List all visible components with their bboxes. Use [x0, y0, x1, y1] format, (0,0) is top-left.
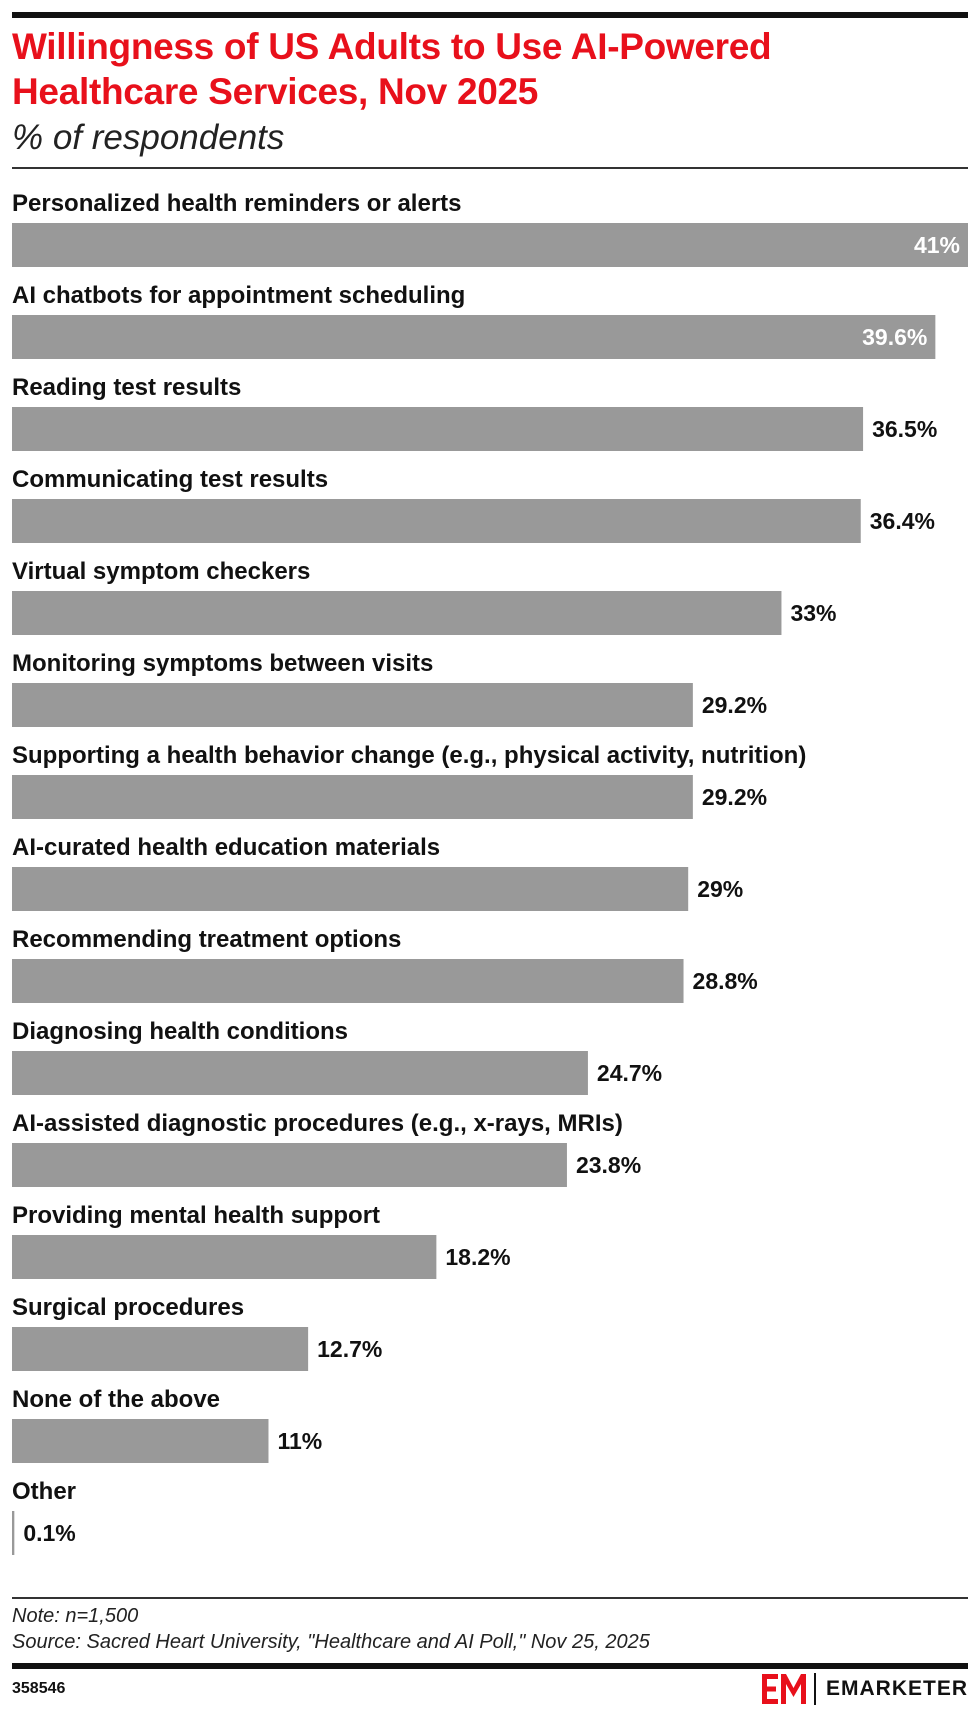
bar	[12, 591, 782, 635]
value-label: 18.2%	[445, 1244, 510, 1270]
value-label: 39.6%	[862, 324, 927, 350]
chart-note: Note: n=1,500	[12, 1605, 139, 1627]
bar	[12, 1511, 15, 1555]
chart-id: 358546	[12, 1680, 66, 1697]
value-label: 24.7%	[597, 1060, 662, 1086]
category-label: AI-assisted diagnostic procedures (e.g.,…	[12, 1110, 623, 1137]
bar	[12, 1327, 309, 1371]
value-label: 0.1%	[23, 1520, 75, 1546]
value-label: 29.2%	[702, 784, 767, 810]
category-label: Communicating test results	[12, 466, 328, 493]
bar	[12, 1143, 567, 1187]
bar	[12, 775, 693, 819]
category-label: Diagnosing health conditions	[12, 1018, 348, 1045]
brand-name: EMARKETER	[825, 1677, 968, 1700]
category-label: Monitoring symptoms between visits	[12, 650, 433, 677]
bar	[12, 407, 864, 451]
category-label: Personalized health reminders or alerts	[12, 190, 462, 217]
category-label: AI-curated health education materials	[12, 834, 440, 861]
header-divider	[12, 167, 968, 169]
bar	[12, 959, 684, 1003]
bar	[12, 867, 689, 911]
value-label: 41%	[914, 232, 960, 258]
value-label: 33%	[790, 600, 836, 626]
category-label: Providing mental health support	[12, 1202, 380, 1229]
value-label: 36.5%	[872, 416, 937, 442]
bar-chart: Personalized health reminders or alerts 4…	[12, 190, 968, 1555]
bar	[12, 683, 693, 727]
footer-divider	[12, 1597, 968, 1599]
category-label: None of the above	[12, 1386, 220, 1413]
chart-subtitle: % of respondents	[12, 118, 285, 157]
bar	[12, 1419, 269, 1463]
value-label: 11%	[277, 1428, 322, 1454]
bar	[12, 1051, 588, 1095]
value-label: 12.7%	[317, 1336, 382, 1362]
chart-title: Willingness of US Adults to Use AI-Power…	[12, 26, 772, 112]
value-label: 29.2%	[702, 692, 767, 718]
bar	[12, 499, 861, 543]
top-rule	[12, 12, 968, 18]
value-label: 29%	[697, 876, 743, 902]
category-label: Surgical procedures	[12, 1294, 244, 1321]
bar	[12, 1235, 437, 1279]
bar	[12, 315, 936, 359]
category-label: Recommending treatment options	[12, 926, 401, 953]
category-label: Virtual symptom checkers	[12, 558, 310, 585]
category-label: Other	[12, 1478, 76, 1505]
em-logo-icon	[761, 1674, 806, 1704]
value-label: 36.4%	[870, 508, 935, 534]
bar	[12, 223, 968, 267]
bottom-rule	[12, 1663, 968, 1669]
value-label: 23.8%	[576, 1152, 641, 1178]
chart-source: Source: Sacred Heart University, "Health…	[12, 1631, 650, 1653]
category-label: AI chatbots for appointment scheduling	[12, 282, 465, 309]
category-label: Supporting a health behavior change (e.g…	[12, 742, 806, 769]
brand-separator	[813, 1673, 816, 1705]
value-label: 28.8%	[693, 968, 758, 994]
brand-logo[interactable]: EMARKETER	[761, 1671, 968, 1707]
category-label: Reading test results	[12, 374, 241, 401]
